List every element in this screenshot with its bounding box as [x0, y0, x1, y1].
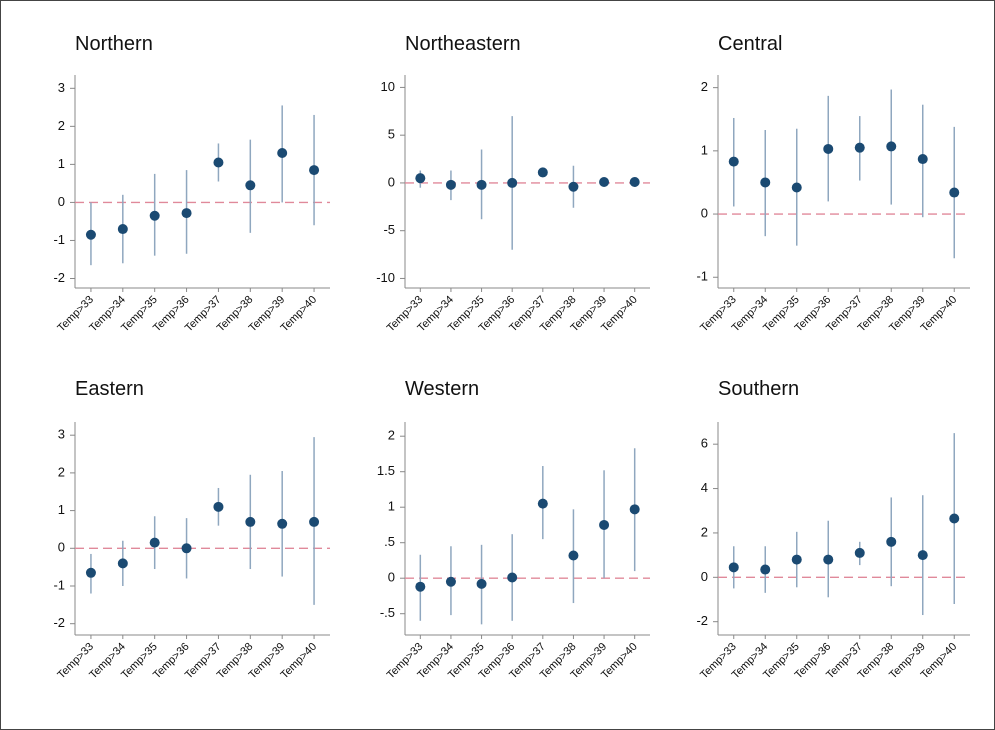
panel-title: Western	[405, 378, 479, 400]
panel-title: Eastern	[75, 378, 144, 400]
point-estimate	[445, 179, 456, 190]
point-estimate	[476, 179, 487, 190]
point-estimate	[568, 550, 579, 561]
point-estimate	[277, 518, 288, 529]
panel-title: Southern	[718, 378, 799, 400]
point-estimate	[117, 224, 128, 235]
y-tick-label: 1.5	[377, 463, 395, 478]
y-tick-label: -10	[376, 270, 395, 285]
point-estimate	[629, 176, 640, 187]
point-estimate	[886, 141, 897, 152]
y-tick-label: 0	[701, 569, 708, 584]
point-estimate	[917, 154, 928, 165]
y-tick-label: -2	[53, 615, 65, 630]
point-estimate	[507, 572, 518, 583]
point-estimate	[917, 550, 928, 561]
point-estimate	[568, 181, 579, 192]
point-estimate	[728, 562, 739, 573]
y-tick-label: 2	[388, 428, 395, 443]
y-tick-label: .5	[384, 534, 395, 549]
point-estimate	[415, 581, 426, 592]
y-tick-label: 3	[58, 80, 65, 95]
y-tick-label: 4	[701, 480, 708, 495]
point-estimate	[149, 210, 160, 221]
panel-title: Northern	[75, 33, 153, 55]
y-tick-label: 1	[58, 502, 65, 517]
point-estimate	[507, 177, 518, 188]
point-estimate	[181, 208, 192, 219]
y-tick-label: 0	[58, 540, 65, 555]
point-estimate	[415, 173, 426, 184]
point-estimate	[149, 537, 160, 548]
point-estimate	[245, 516, 256, 527]
point-estimate	[854, 547, 865, 558]
y-tick-label: 2	[701, 79, 708, 94]
panel-title: Northeastern	[405, 33, 521, 55]
y-tick-label: -2	[53, 270, 65, 285]
point-estimate	[85, 567, 96, 578]
point-estimate	[760, 564, 771, 575]
point-estimate	[85, 229, 96, 240]
panel-title: Central	[718, 33, 782, 55]
y-tick-label: -1	[53, 577, 65, 592]
point-estimate	[277, 147, 288, 158]
point-estimate	[599, 176, 610, 187]
y-tick-label: 10	[381, 79, 395, 94]
y-tick-label: 0	[701, 205, 708, 220]
y-tick-label: -1	[53, 232, 65, 247]
point-estimate	[629, 504, 640, 515]
point-estimate	[245, 180, 256, 191]
point-estimate	[537, 167, 548, 178]
point-estimate	[309, 165, 320, 176]
point-estimate	[791, 182, 802, 193]
point-estimate	[181, 543, 192, 554]
point-estimate	[537, 498, 548, 509]
point-estimate	[886, 536, 897, 547]
point-estimate	[823, 554, 834, 565]
point-estimate	[728, 156, 739, 167]
y-tick-label: 3	[58, 427, 65, 442]
point-estimate	[117, 558, 128, 569]
point-estimate	[823, 143, 834, 154]
y-tick-label: 1	[701, 142, 708, 157]
point-estimate	[309, 516, 320, 527]
point-estimate	[213, 157, 224, 168]
y-tick-label: -.5	[380, 605, 395, 620]
point-estimate	[476, 578, 487, 589]
y-tick-label: 0	[388, 174, 395, 189]
point-estimate	[599, 519, 610, 530]
y-tick-label: 6	[701, 436, 708, 451]
y-tick-label: 1	[388, 499, 395, 514]
y-tick-label: 0	[58, 194, 65, 209]
y-tick-label: 5	[388, 127, 395, 142]
point-estimate	[760, 177, 771, 188]
point-estimate	[791, 554, 802, 565]
y-tick-label: 2	[58, 118, 65, 133]
point-estimate	[854, 142, 865, 153]
point-estimate	[213, 501, 224, 512]
y-tick-label: -5	[383, 222, 395, 237]
y-tick-label: 2	[701, 524, 708, 539]
y-tick-label: -1	[696, 269, 708, 284]
point-estimate	[949, 513, 960, 524]
point-estimate	[949, 187, 960, 198]
y-tick-label: 1	[58, 156, 65, 171]
y-tick-label: 0	[388, 570, 395, 585]
y-tick-label: 2	[58, 464, 65, 479]
point-estimate	[445, 576, 456, 587]
y-tick-label: -2	[696, 613, 708, 628]
